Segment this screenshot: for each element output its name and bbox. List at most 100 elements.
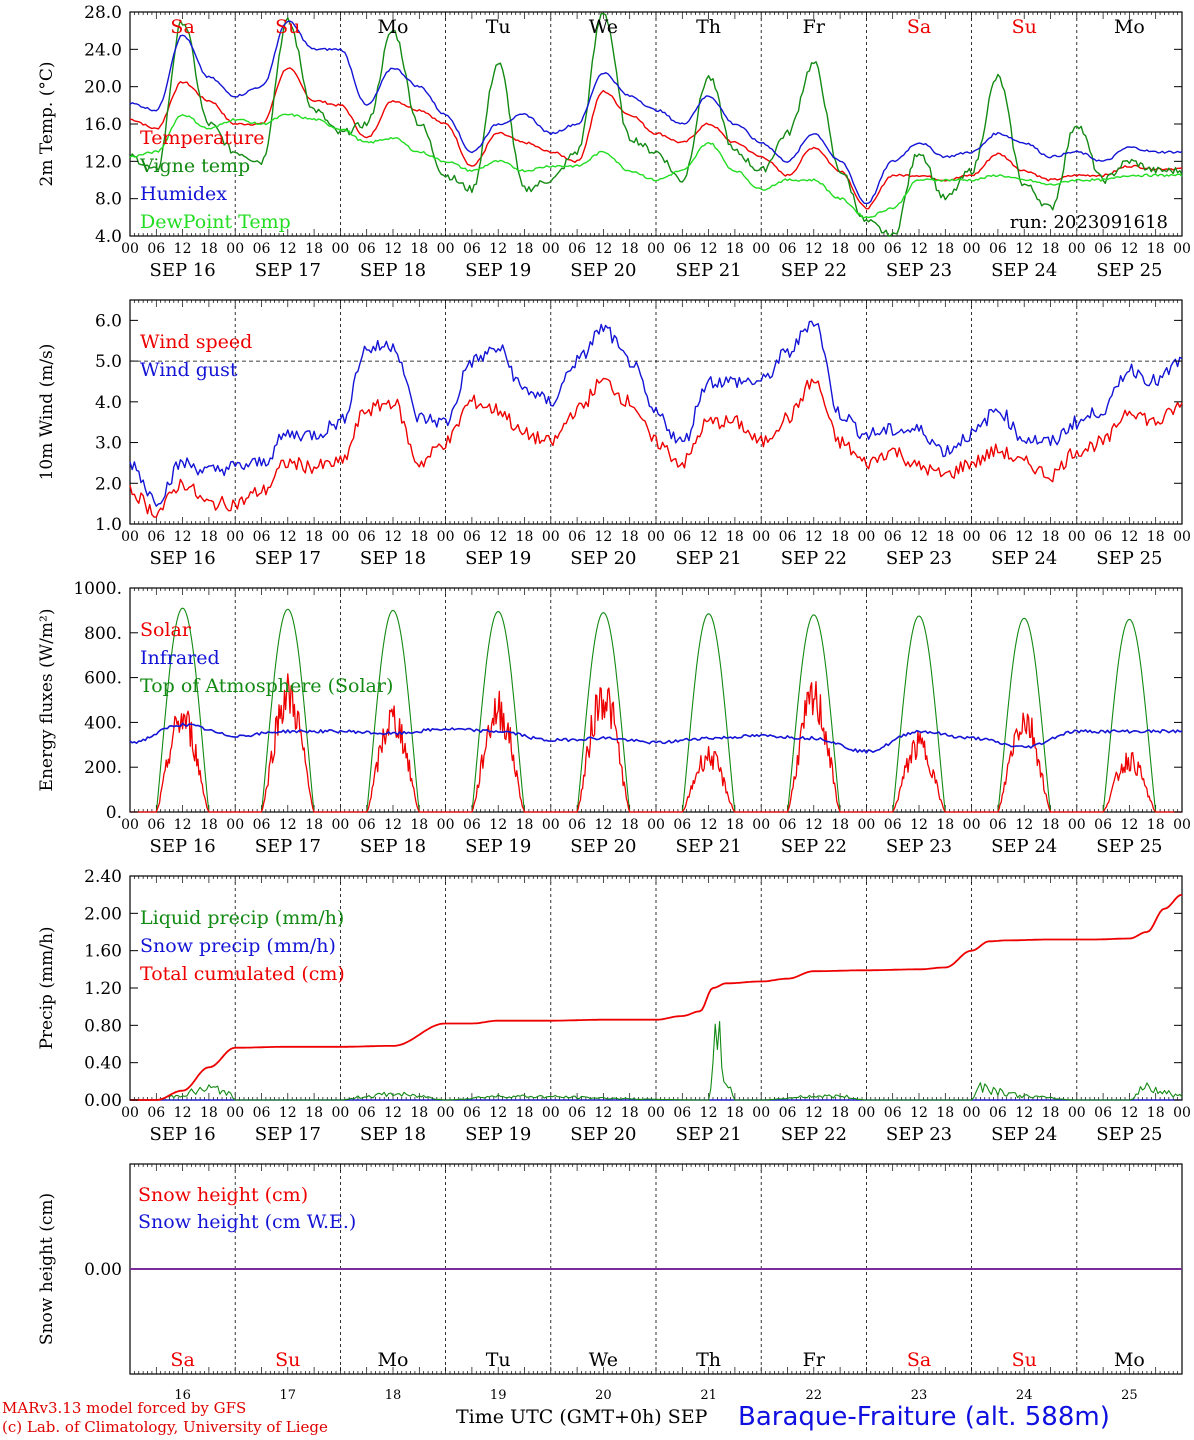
- date-label: SEP 24: [991, 260, 1057, 281]
- date-label: SEP 18: [360, 260, 426, 281]
- hour-tick-label: 18: [200, 1105, 218, 1121]
- hour-tick-label: 06: [568, 529, 586, 545]
- day-number: 18: [385, 1388, 402, 1403]
- date-label: SEP 20: [570, 1124, 636, 1145]
- date-label: SEP 21: [675, 260, 741, 281]
- model-credits: MARv3.13 model forced by GFS (c) Lab. of…: [2, 1399, 328, 1437]
- weekday-label: Mo: [1114, 16, 1145, 38]
- weekday-label: Th: [696, 16, 721, 38]
- hour-tick-label: 06: [358, 1105, 376, 1121]
- hour-tick-label: 18: [621, 1105, 639, 1121]
- hour-tick-label: 06: [358, 529, 376, 545]
- hour-tick-label: 12: [1015, 817, 1033, 833]
- hour-tick-label: 00: [963, 529, 981, 545]
- date-label: SEP 17: [255, 548, 321, 569]
- weekday-label: Tu: [486, 16, 511, 38]
- y-tick-label: 0.80: [84, 1016, 122, 1036]
- y-tick-label: 6.0: [95, 311, 122, 331]
- hour-tick-label: 12: [1015, 529, 1033, 545]
- hour-tick-label: 12: [489, 1105, 507, 1121]
- date-label: SEP 19: [465, 260, 531, 281]
- run-annotation: run: 2023091618: [1010, 212, 1168, 233]
- hour-tick-label: 06: [1094, 241, 1112, 257]
- date-label: SEP 25: [1096, 836, 1162, 857]
- time-axis-label: Time UTC (GMT+0h) SEP: [456, 1406, 708, 1428]
- day-number: 25: [1121, 1388, 1138, 1403]
- hour-tick-label: 12: [279, 817, 297, 833]
- hour-tick-label: 18: [621, 241, 639, 257]
- hour-tick-label: 00: [542, 1105, 560, 1121]
- hour-tick-label: 12: [384, 241, 402, 257]
- hour-tick-label: 00: [1068, 1105, 1086, 1121]
- hour-tick-label: 18: [410, 1105, 428, 1121]
- hour-tick-label: 00: [331, 241, 349, 257]
- hour-tick-label: 12: [594, 529, 612, 545]
- hour-tick-label: 06: [779, 1105, 797, 1121]
- hour-tick-label: 06: [779, 241, 797, 257]
- hour-tick-label: 12: [1015, 1105, 1033, 1121]
- s-wind-speed: [129, 377, 1183, 518]
- hour-tick-label: 06: [253, 1105, 271, 1121]
- hour-tick-label: 00: [121, 817, 139, 833]
- legend-entry: Humidex: [140, 183, 227, 205]
- hour-tick-label: 00: [963, 1105, 981, 1121]
- hour-tick-label: 06: [884, 241, 902, 257]
- hour-tick-label: 12: [279, 241, 297, 257]
- hour-tick-label: 12: [489, 241, 507, 257]
- hour-tick-label: 18: [726, 817, 744, 833]
- weekday-label: Th: [696, 1349, 721, 1371]
- s-infrared: [129, 722, 1183, 754]
- hour-tick-label: 18: [200, 529, 218, 545]
- hour-tick-label: 00: [1068, 817, 1086, 833]
- date-label: SEP 17: [255, 1124, 321, 1145]
- s-vigne-temp: [129, 12, 1183, 237]
- legend-entry: Snow precip (mm/h): [140, 935, 336, 957]
- s-liquid-precip: [130, 1020, 1183, 1101]
- legend-entry: Solar: [140, 619, 192, 641]
- date-label: SEP 20: [570, 836, 636, 857]
- hour-tick-label: 18: [516, 529, 534, 545]
- weekday-label: We: [589, 16, 618, 38]
- hour-tick-label: 06: [989, 241, 1007, 257]
- hour-tick-label: 12: [174, 817, 192, 833]
- hour-tick-label: 00: [542, 529, 560, 545]
- date-label: SEP 21: [675, 836, 741, 857]
- date-label: SEP 25: [1096, 260, 1162, 281]
- hour-tick-label: 06: [989, 529, 1007, 545]
- hour-tick-label: 00: [752, 529, 770, 545]
- hour-tick-label: 18: [516, 817, 534, 833]
- hour-tick-label: 06: [884, 529, 902, 545]
- hour-tick-label: 12: [594, 817, 612, 833]
- model-line-1: MARv3.13 model forced by GFS: [2, 1399, 247, 1417]
- hour-tick-label: 12: [910, 817, 928, 833]
- hour-tick-label: 00: [1173, 241, 1191, 257]
- date-label: SEP 23: [886, 548, 952, 569]
- hour-tick-label: 00: [226, 817, 244, 833]
- hour-tick-label: 00: [1068, 529, 1086, 545]
- weekday-label: Mo: [378, 16, 409, 38]
- hour-tick-label: 00: [542, 817, 560, 833]
- hour-tick-label: 06: [989, 1105, 1007, 1121]
- hour-tick-label: 00: [857, 529, 875, 545]
- hour-tick-label: 18: [516, 1105, 534, 1121]
- y-tick-label: 1000.: [73, 579, 122, 599]
- y-tick-label: 200.: [84, 758, 122, 778]
- legend-entry: Total cumulated (cm): [140, 963, 345, 985]
- hour-tick-label: 12: [805, 817, 823, 833]
- hour-tick-label: 00: [1068, 241, 1086, 257]
- hour-tick-label: 00: [752, 817, 770, 833]
- day-number: 20: [595, 1388, 612, 1403]
- hour-tick-label: 00: [437, 241, 455, 257]
- hour-tick-label: 06: [779, 817, 797, 833]
- legend-entry: DewPoint Temp: [140, 211, 291, 233]
- legend-entry: Snow height (cm): [138, 1184, 308, 1206]
- date-label: SEP 19: [465, 1124, 531, 1145]
- y-tick-label: 5.0: [95, 352, 122, 372]
- hour-tick-label: 12: [910, 241, 928, 257]
- hour-tick-label: 18: [1042, 1105, 1060, 1121]
- hour-tick-label: 06: [147, 817, 165, 833]
- y-tick-label: 8.0: [95, 190, 122, 210]
- hour-tick-label: 06: [989, 817, 1007, 833]
- y-tick-label: 2.40: [84, 867, 122, 887]
